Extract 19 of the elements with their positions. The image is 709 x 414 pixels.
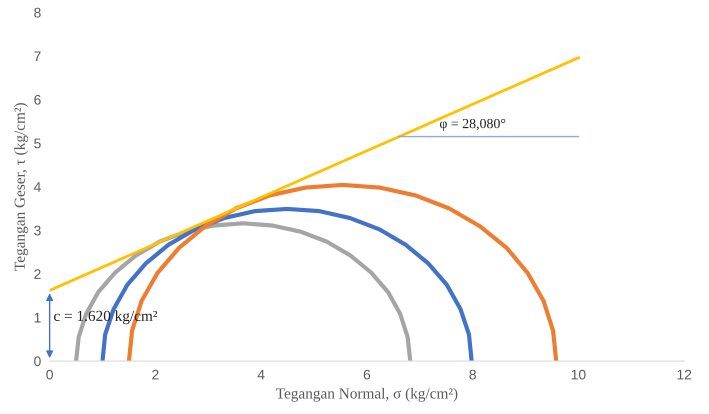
y-tick-label: 5 bbox=[34, 138, 41, 148]
y-tick-label: 0 bbox=[34, 356, 41, 366]
y-tick-label: 2 bbox=[34, 269, 41, 279]
x-tick-label: 2 bbox=[152, 370, 159, 380]
x-tick-label: 12 bbox=[678, 370, 692, 380]
x-tick-label: 6 bbox=[364, 370, 370, 380]
annotation: φ = 28,080° bbox=[440, 118, 506, 132]
x-axis-title: Tegangan Normal, σ (kg/cm²) bbox=[276, 388, 458, 402]
x-tick-label: 8 bbox=[469, 370, 476, 380]
x-tick-label: 4 bbox=[258, 370, 265, 380]
x-tick-label: 10 bbox=[572, 370, 586, 380]
y-tick-label: 7 bbox=[34, 51, 41, 62]
y-tick-label: 8 bbox=[34, 8, 41, 18]
y-tick-label: 4 bbox=[34, 182, 41, 192]
y-tick-label: 3 bbox=[34, 226, 41, 236]
y-tick-label: 6 bbox=[34, 94, 41, 105]
y-axis-title: Tegangan Geser, τ (kg/cm²) bbox=[14, 103, 28, 271]
x-tick-label: 0 bbox=[46, 370, 53, 380]
y-tick-label: 1 bbox=[34, 312, 41, 322]
